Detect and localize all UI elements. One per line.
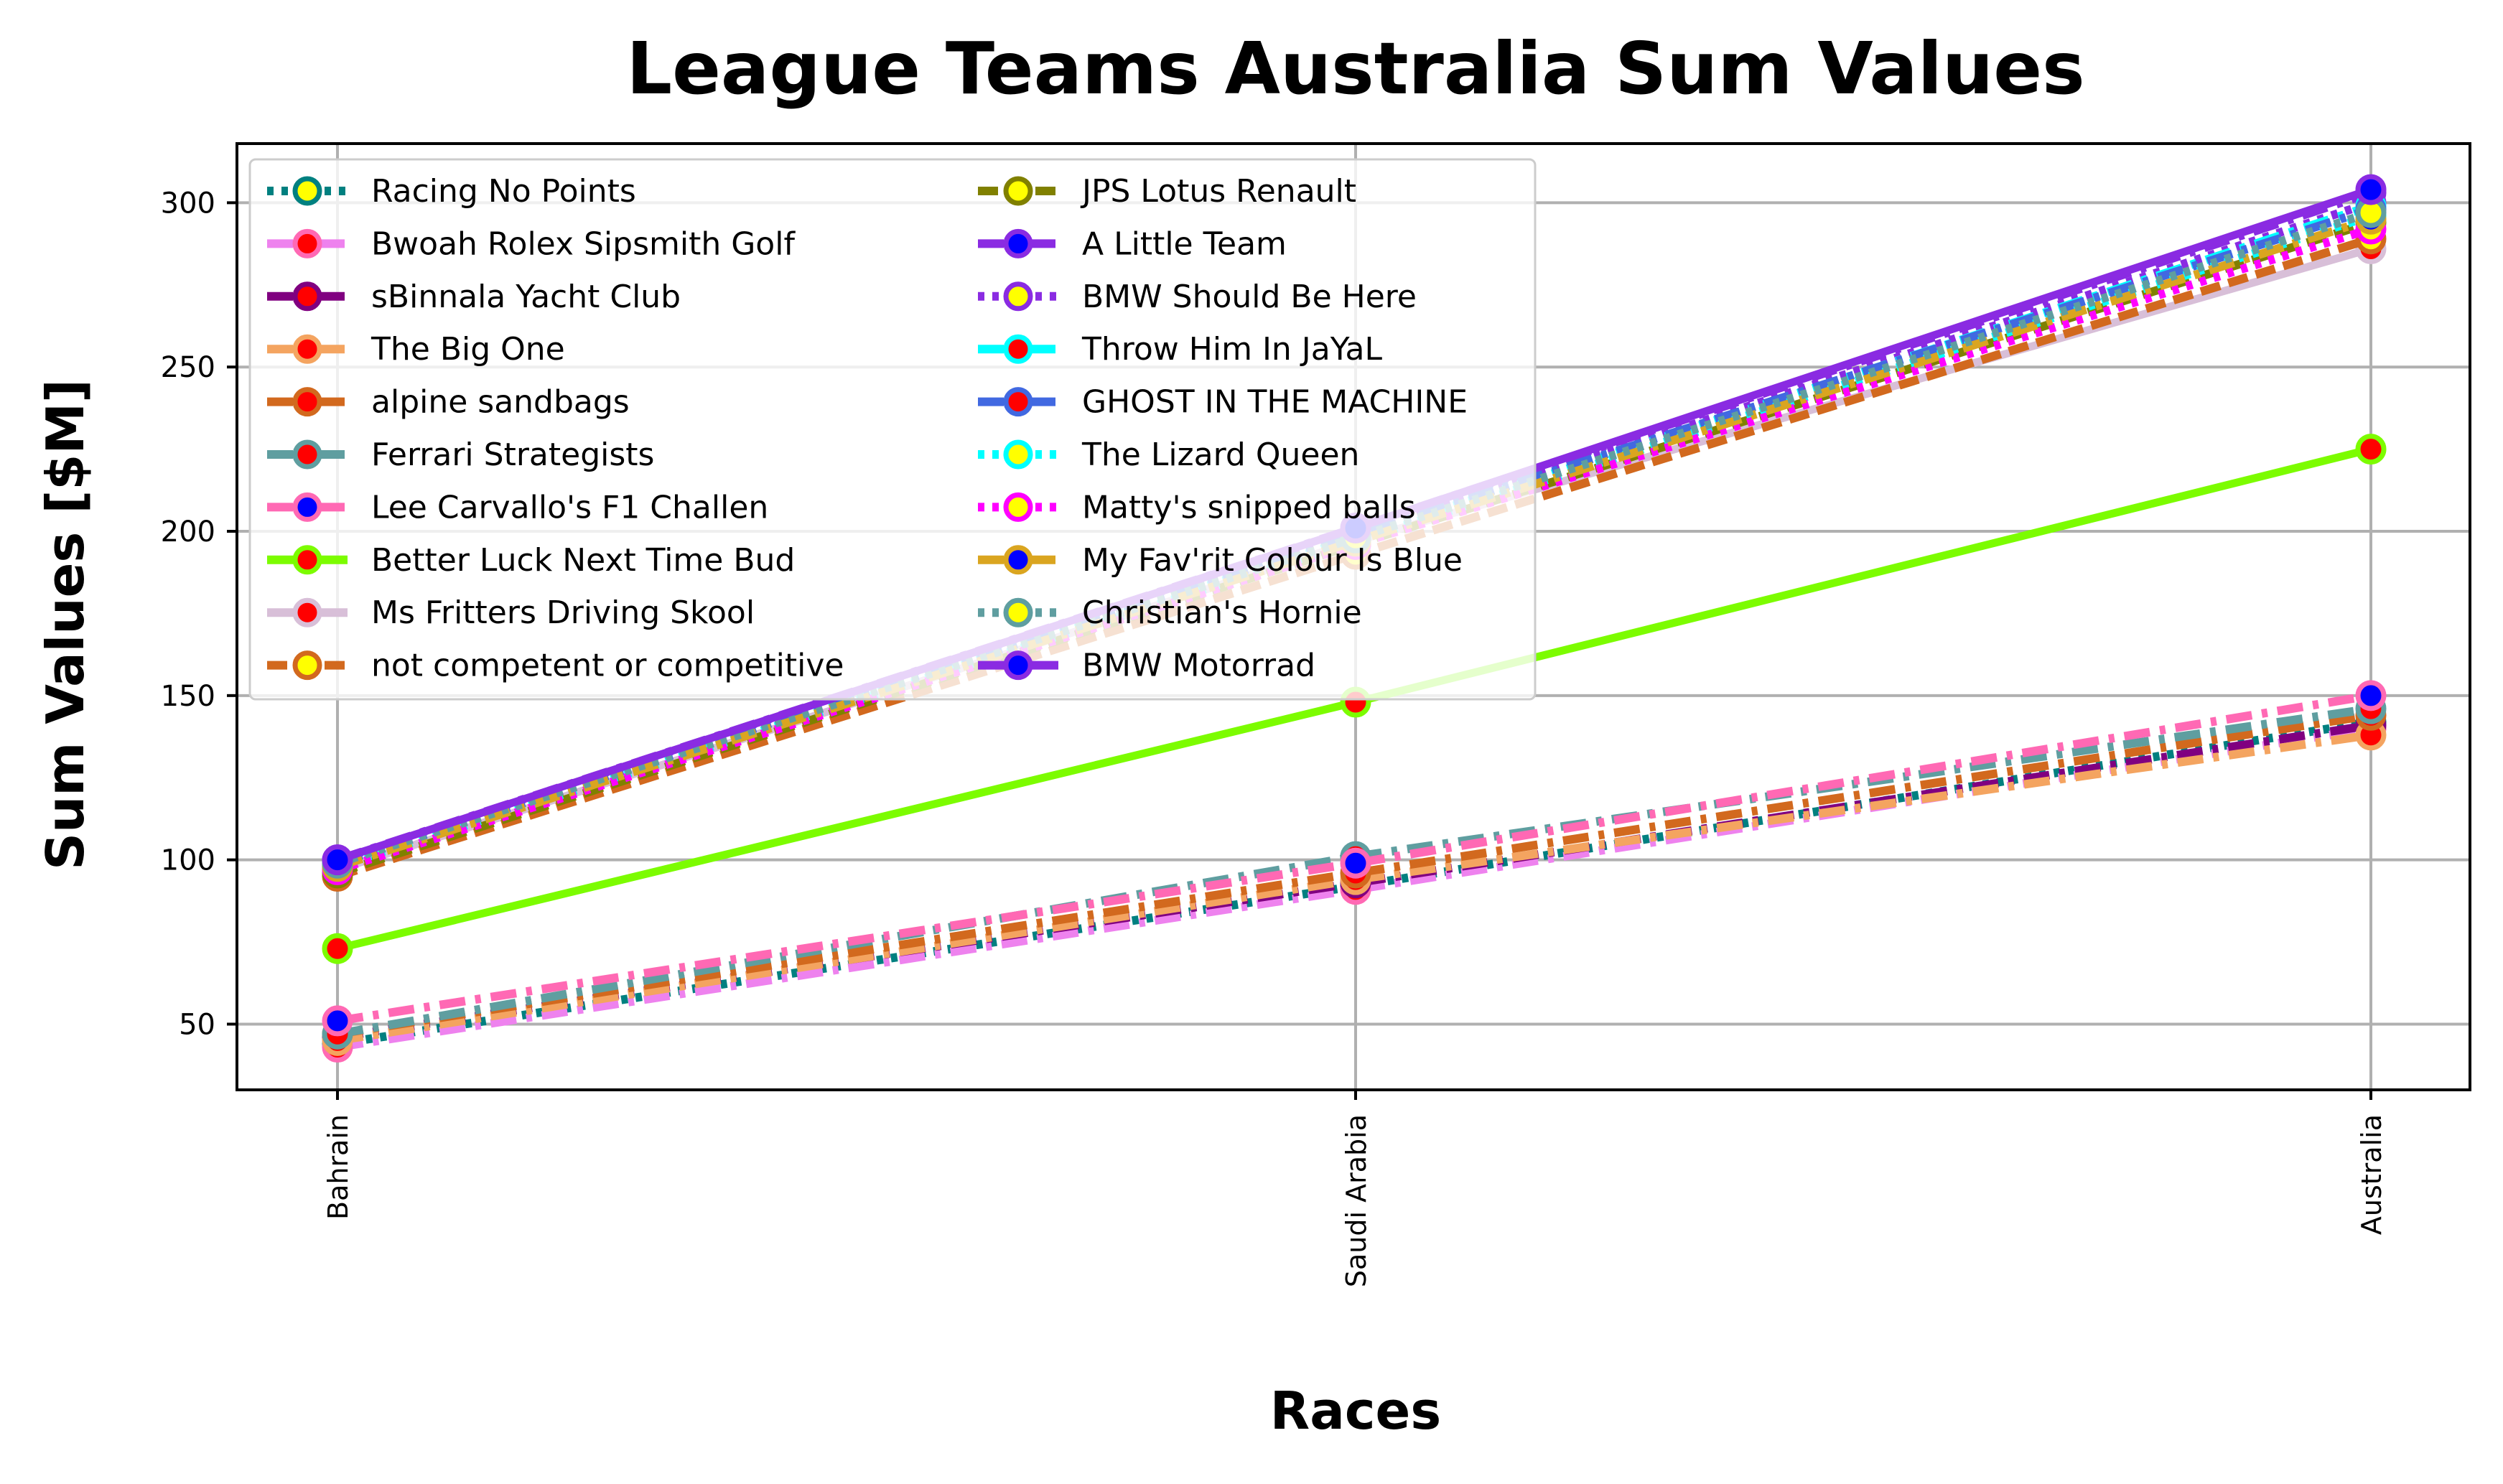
y-tick-label: 100 [161,844,215,877]
legend-entry: JPS Lotus Renault [978,173,1356,210]
legend-marker [292,545,322,575]
legend-marker [292,439,322,470]
y-tick-label: 250 [161,351,215,384]
series [322,680,2387,1037]
legend-entry: Throw Him In JaYaL [978,331,1383,368]
legend-marker [1003,439,1033,470]
y-tick-label: 200 [161,515,215,549]
legend-entry: BMW Should Be Here [978,279,1417,315]
legend-marker [292,228,322,258]
legend-label: not competent or competitive [371,648,844,684]
legend-label: Ferrari Strategists [371,437,654,473]
legend-entry: Bwoah Rolex Sipsmith Golf [267,225,796,262]
data-point [322,844,353,876]
series-line [337,711,2372,1039]
data-point [2355,434,2387,465]
legend-label: Throw Him In JaYaL [1081,331,1383,368]
legend-marker [1003,492,1033,522]
legend-marker [292,650,322,681]
legend-label: BMW Should Be Here [1082,279,1417,315]
legend-label: GHOST IN THE MACHINE [1082,384,1468,421]
legend-marker [1003,281,1033,312]
legend-label: The Big One [370,331,565,368]
legend-entry: Christian's Hornie [978,594,1362,631]
legend-marker [1003,597,1033,627]
legend-entry: The Lizard Queen [978,437,1359,473]
y-tick-label: 50 [179,1008,215,1041]
legend-label: Christian's Hornie [1082,594,1362,631]
legend-marker [1003,545,1033,575]
x-tick-label: Bahrain [322,1114,354,1220]
legend-label: A Little Team [1082,225,1287,262]
legend-entry: A Little Team [978,225,1287,262]
plot-frame [236,142,2471,1091]
series-line [337,721,2372,1042]
series-line [336,215,2372,871]
legend-entry: Racing No Points [267,173,636,210]
legend-label: BMW Motorrad [1082,648,1315,684]
data-point [2355,174,2387,205]
x-tick-label: Australia [2356,1114,2387,1235]
legend-box [248,158,1537,701]
series-line [337,691,2372,1025]
series-line [337,730,2372,1045]
legend-label: Matty's snipped balls [1082,489,1416,526]
series [322,434,2387,964]
legend-entry: The Big One [267,331,565,368]
axis-ticks: 50 100 150 200 250 300 Bahrain Saudi Arabia Aust… [161,187,2387,1287]
legend-entry: Better Luck Next Time Bud [267,542,795,579]
legend-label: JPS Lotus Renault [1080,173,1356,210]
data-point [322,933,353,964]
y-tick-label: 150 [161,680,215,713]
legend-entry: Matty's snipped balls [978,489,1416,526]
data-point [2355,680,2387,711]
legend: Racing No Points Bwoah Rolex Sipsmith Gol… [248,158,1537,701]
legend-entry: Lee Carvallo's F1 Challen [267,489,768,526]
chart-title: League Teams Australia Sum Values [626,27,2084,111]
legend-label: Lee Carvallo's F1 Challen [371,489,768,526]
legend-marker [292,176,322,206]
legend-marker [292,281,322,312]
legend-label: Bwoah Rolex Sipsmith Golf [371,225,796,262]
legend-marker [292,387,322,417]
legend-label: Racing No Points [371,173,636,210]
data-point [322,1005,353,1037]
legend-label: sBinnala Yacht Club [371,279,681,315]
x-axis-label: Races [1270,1381,1441,1441]
legend-entry: not competent or competitive [267,648,844,684]
y-tick-label: 300 [161,187,215,220]
x-tick-label: Saudi Arabia [1341,1114,1372,1287]
legend-marker [1003,176,1033,206]
legend-entry: Ferrari Strategists [267,437,654,473]
legend-entry: BMW Motorrad [978,648,1315,684]
legend-label: My Fav'rit Colour Is Blue [1082,542,1463,579]
legend-entry: My Fav'rit Colour Is Blue [978,542,1463,579]
legend-entry: sBinnala Yacht Club [267,279,681,315]
legend-label: alpine sandbags [371,384,630,421]
legend-marker [292,334,322,364]
legend-label: The Lizard Queen [1081,437,1359,473]
legend-label: Ms Fritters Driving Skool [371,594,755,631]
legend-entry: GHOST IN THE MACHINE [978,384,1468,421]
legend-marker [292,597,322,627]
legend-marker [1003,650,1033,681]
legend-marker [1003,228,1033,258]
legend-label: Better Luck Next Time Bud [371,542,795,579]
data-point [1340,847,1371,879]
legend-entry: alpine sandbags [267,384,630,421]
legend-marker [1003,334,1033,364]
legend-marker [1003,387,1033,417]
legend-marker [292,492,322,522]
series-line [336,704,2372,1039]
y-axis-label: Sum Values [$M] [35,379,95,870]
legend-entry: Ms Fritters Driving Skool [267,594,755,631]
